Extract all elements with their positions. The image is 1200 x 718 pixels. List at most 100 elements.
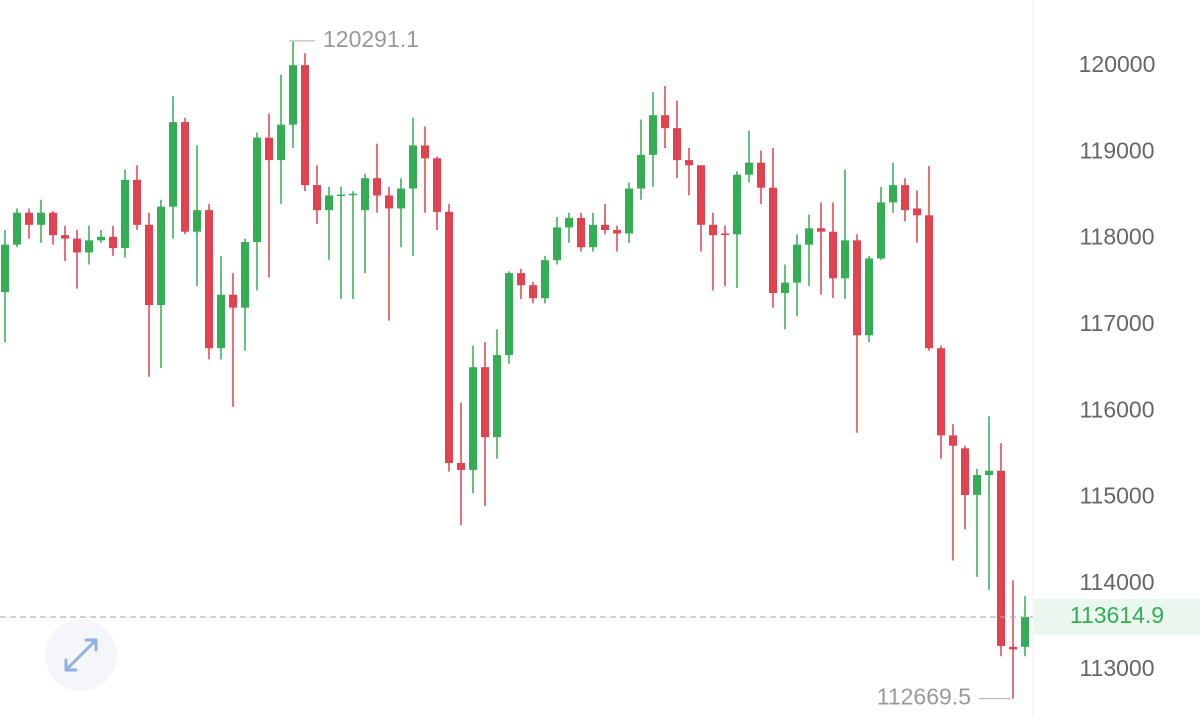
candle-body <box>205 210 213 349</box>
candle-body <box>361 178 369 211</box>
candle-body <box>673 128 681 161</box>
candle-body <box>445 211 453 463</box>
candle-body <box>397 188 405 209</box>
candle-body <box>145 224 153 306</box>
candle-body <box>877 202 885 259</box>
candle-body <box>805 228 813 245</box>
candle-body <box>949 435 957 446</box>
candle-body <box>937 348 945 436</box>
candle-body <box>253 137 261 243</box>
candle-body <box>841 240 849 279</box>
candle-body <box>685 160 693 166</box>
candle-body <box>313 185 321 211</box>
candle-body <box>865 258 873 336</box>
candle-body <box>409 145 417 189</box>
candle-body <box>589 224 597 248</box>
candle-body <box>613 229 621 234</box>
y-tick-label: 120000 <box>1079 51 1156 77</box>
candle-body <box>817 228 825 232</box>
candle-body <box>325 195 333 211</box>
candle-body <box>625 188 633 234</box>
candle-body <box>73 238 81 253</box>
candle-body <box>745 162 753 175</box>
expand-button[interactable] <box>45 619 117 691</box>
candle-body <box>565 217 573 228</box>
candle-body <box>829 231 837 279</box>
candle-body <box>757 162 765 188</box>
min-label: 112669.5 <box>877 684 971 710</box>
candle-body <box>193 210 201 232</box>
y-tick-label: 119000 <box>1079 137 1154 163</box>
candle-body <box>733 174 741 235</box>
y-tick-label: 116000 <box>1079 396 1154 422</box>
candle-body <box>157 206 165 306</box>
candle-body <box>265 137 273 161</box>
candle-body <box>661 115 669 129</box>
candle-body <box>901 185 909 211</box>
y-tick-label: 113000 <box>1079 655 1154 681</box>
candle-body <box>1021 617 1029 647</box>
candle-body <box>637 154 645 189</box>
last-price-label: 113614.9 <box>1070 602 1164 628</box>
candle-body <box>493 355 501 438</box>
candle-body <box>133 179 141 225</box>
candle-body <box>421 145 429 159</box>
candle-body <box>709 224 717 236</box>
candle-body <box>373 178 381 196</box>
candle-body <box>469 367 477 470</box>
candle-body <box>25 212 33 225</box>
candle-body <box>853 240 861 336</box>
candle-body <box>889 185 897 203</box>
candle-body <box>649 115 657 155</box>
candle-body <box>577 217 585 248</box>
candle-body <box>1 244 9 293</box>
candle-body <box>301 65 309 186</box>
last-price-bg <box>1034 599 1200 636</box>
candle-body <box>793 244 801 283</box>
candle-body <box>517 273 525 286</box>
candle-body <box>601 224 609 230</box>
candle-body <box>97 236 105 241</box>
candle-body <box>109 236 117 249</box>
candle-body <box>349 193 357 196</box>
candle-body <box>433 158 441 212</box>
candle-body <box>973 475 981 495</box>
candle-body <box>529 285 537 299</box>
candle-body <box>481 367 489 438</box>
candle-body <box>985 470 993 476</box>
candle-body <box>541 260 549 299</box>
candle-body <box>961 448 969 495</box>
candle-body <box>37 212 45 225</box>
candle-body <box>13 212 21 245</box>
candle-body <box>61 235 69 239</box>
candle-body <box>697 165 705 225</box>
candle-body <box>925 215 933 349</box>
candle-body <box>505 273 513 356</box>
max-label: 120291.1 <box>323 26 419 52</box>
candle-body <box>385 195 393 209</box>
y-tick-label: 117000 <box>1079 310 1154 336</box>
candle-body <box>217 294 225 349</box>
y-tick-label: 118000 <box>1079 224 1154 250</box>
candle-body <box>913 208 921 216</box>
y-tick-label: 114000 <box>1079 569 1154 595</box>
candle-body <box>49 212 57 236</box>
candle-body <box>769 187 777 293</box>
candle-body <box>289 65 297 125</box>
y-tick-label: 115000 <box>1079 483 1154 509</box>
candle-body <box>457 462 465 470</box>
candle-body <box>997 470 1005 646</box>
candle-body <box>229 294 237 308</box>
candle-body <box>721 233 729 235</box>
candle-body <box>241 242 249 308</box>
candle-body <box>781 282 789 293</box>
candle-body <box>553 227 561 261</box>
candle-body <box>1009 646 1017 650</box>
candle-body <box>337 194 345 197</box>
expand-icon[interactable] <box>64 638 98 672</box>
candle-body <box>121 179 129 249</box>
candle-body <box>181 122 189 232</box>
candle-body <box>277 124 285 161</box>
candle-body <box>85 240 93 253</box>
